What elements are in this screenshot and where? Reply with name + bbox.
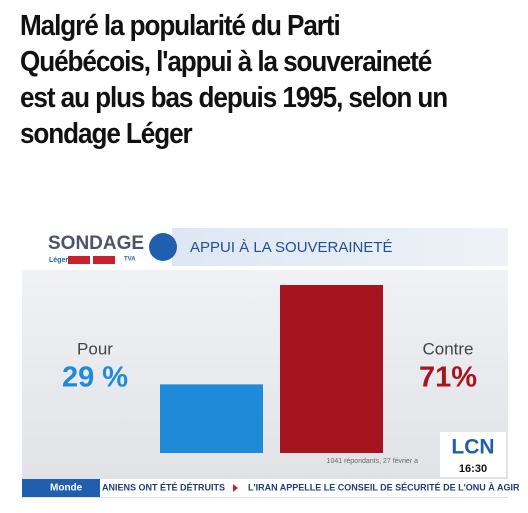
logo-circle [149, 233, 177, 261]
partner: TVA [124, 257, 136, 263]
pollster: Léger [49, 257, 68, 264]
ticker-item: L'IRAN APPELLE LE CONSEIL DE SÉCURITÉ DE… [248, 482, 520, 492]
bar [280, 285, 383, 453]
title-band [172, 228, 508, 266]
category-label: Contre [422, 339, 473, 358]
section-box [22, 479, 100, 497]
logo-strip [68, 256, 90, 264]
section: Monde [50, 483, 83, 494]
brand: SONDAGE [48, 233, 144, 254]
value-label: 29 % [62, 362, 128, 394]
value-label: 71% [419, 362, 477, 394]
channel: LCN [451, 436, 494, 459]
ticker-band [22, 479, 508, 497]
chart-title: APPUI À LA SOUVERAINETÉ [190, 239, 393, 256]
bar [160, 384, 263, 453]
category-label: Pour [77, 339, 113, 358]
ticker-item: ANIENS ONT ÉTÉ DÉTRUITS [102, 482, 225, 492]
ticker-arrow [233, 484, 238, 492]
clock: 16:30 [459, 463, 487, 475]
headline: Malgré la popularité du Parti Québécois,… [20, 10, 448, 150]
logo-strip [93, 256, 115, 264]
channel-box [440, 432, 506, 477]
source: 1041 répondants, 27 février a [327, 458, 419, 465]
